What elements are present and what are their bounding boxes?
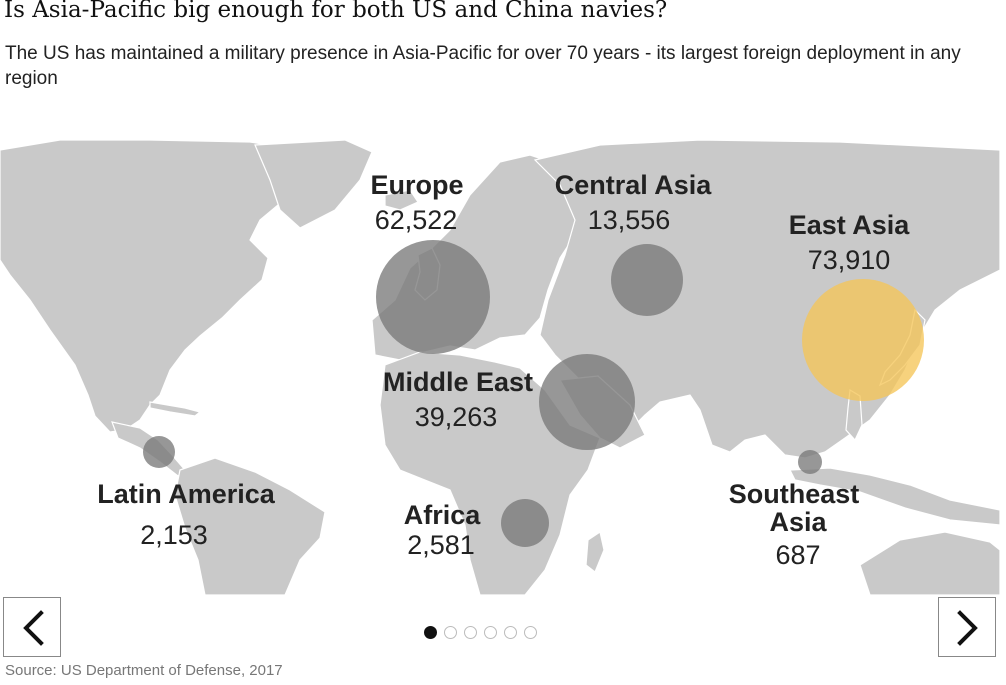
bubble-southeast-asia	[798, 450, 822, 474]
slide-dot[interactable]	[464, 626, 477, 639]
label-africa-value: 2,581	[407, 530, 475, 560]
slide-dot[interactable]	[424, 626, 437, 639]
label-southeast-asia-name-line1: Southeast	[729, 479, 860, 509]
chart-subtitle: The US has maintained a military presenc…	[5, 43, 961, 89]
iceland-shape	[384, 189, 419, 211]
label-southeast-asia-value: 687	[775, 540, 820, 570]
label-europe-value: 62,522	[375, 205, 458, 235]
caribbean-shape	[149, 401, 202, 417]
bubble-east-asia	[802, 279, 924, 401]
label-central-asia-name: Central Asia	[555, 170, 713, 200]
label-africa-name: Africa	[404, 500, 482, 530]
chevron-left-icon	[23, 610, 44, 646]
australia-shape	[859, 531, 1000, 595]
bubble-africa	[501, 499, 549, 547]
bubble-latin-america	[143, 436, 175, 468]
slide-dot[interactable]	[524, 626, 537, 639]
label-middle-east-value: 39,263	[415, 402, 498, 432]
chevron-right-icon	[957, 610, 978, 646]
label-central-asia-value: 13,556	[588, 205, 671, 235]
greenland-shape	[254, 140, 373, 229]
chart-title: Is Asia-Pacific big enough for both US a…	[4, 0, 668, 23]
slide-pagination	[424, 626, 537, 642]
bubble-europe	[376, 240, 490, 354]
bubble-middle-east	[539, 354, 635, 450]
label-europe-name: Europe	[370, 170, 463, 200]
region-labels: Europe 62,522 Central Asia 13,556 East A…	[97, 170, 910, 570]
slide-dot[interactable]	[444, 626, 457, 639]
label-east-asia-name: East Asia	[789, 210, 911, 240]
next-slide-button[interactable]	[938, 597, 996, 657]
map-svg: Europe 62,522 Central Asia 13,556 East A…	[0, 140, 1000, 595]
label-latin-america-value: 2,153	[140, 520, 208, 550]
world-map: Europe 62,522 Central Asia 13,556 East A…	[0, 140, 1000, 595]
source-note: Source: US Department of Defense, 2017	[5, 662, 283, 679]
se-asia-islands-shape	[789, 467, 1000, 526]
bubble-central-asia	[611, 244, 683, 316]
region-bubbles	[143, 240, 924, 547]
south-america-shape	[174, 457, 326, 595]
slide-dot[interactable]	[484, 626, 497, 639]
previous-slide-button[interactable]	[3, 597, 61, 657]
north-america-shape	[0, 140, 316, 433]
label-middle-east-name: Middle East	[383, 367, 533, 397]
label-southeast-asia-name-line2: Asia	[769, 507, 827, 537]
label-east-asia-value: 73,910	[808, 245, 891, 275]
slide-dot[interactable]	[504, 626, 517, 639]
madagascar-shape	[585, 531, 605, 573]
label-latin-america-name: Latin America	[97, 479, 276, 509]
